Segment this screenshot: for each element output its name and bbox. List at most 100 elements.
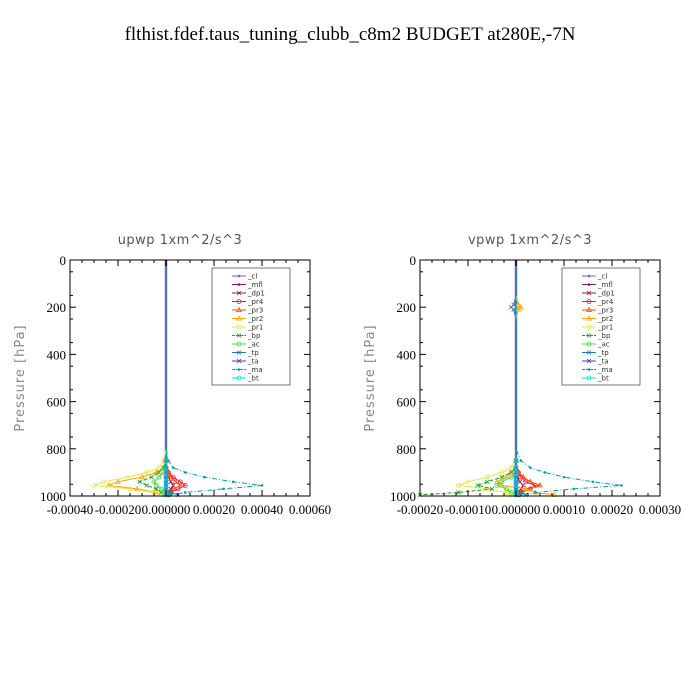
legend-label: _cl — [247, 273, 257, 281]
data-point — [163, 465, 169, 471]
legend-entry: _bp — [232, 332, 261, 340]
legend-marker — [586, 333, 592, 338]
data-point — [231, 480, 235, 484]
data-point — [519, 459, 523, 462]
data-point — [515, 469, 522, 475]
legend-entry: _cl — [232, 273, 257, 281]
panel-title: vpwp 1xm^2/s^3 — [468, 233, 592, 248]
legend-label: _pr1 — [247, 324, 263, 332]
data-point — [101, 479, 106, 485]
legend-marker — [236, 341, 242, 347]
data-point — [520, 473, 527, 480]
data-point — [519, 493, 523, 497]
data-point — [169, 493, 173, 497]
data-point — [513, 469, 519, 475]
data-point — [562, 475, 566, 479]
legend-marker — [586, 341, 592, 347]
data-point — [154, 486, 159, 492]
data-point — [572, 487, 575, 491]
y-tick-label: 1000 — [40, 489, 66, 504]
x-tick-label: -0.00020 — [95, 502, 142, 517]
legend-entry: _tp — [582, 349, 609, 357]
data-point — [183, 491, 187, 494]
legend-entry: _pr3 — [582, 307, 613, 315]
data-point — [153, 489, 160, 495]
legend-entry: _ta — [232, 358, 259, 366]
legend-entry: _ta — [582, 358, 609, 366]
legend-marker — [236, 375, 242, 381]
x-tick-label: 0.000000 — [142, 502, 191, 517]
data-point — [165, 469, 172, 475]
legend: _cl_mfl_dp1_pr4_pr3_pr2_pr1_bp_ac_tp_ta_… — [211, 267, 291, 386]
legend: _cl_mfl_dp1_pr4_pr3_pr2_pr1_bp_ac_tp_ta_… — [561, 267, 641, 386]
data-point — [139, 473, 145, 480]
legend-marker — [236, 299, 242, 304]
legend-label: _pr4 — [597, 298, 614, 306]
data-point — [508, 465, 514, 471]
data-point — [151, 479, 157, 485]
legend-label: _pr4 — [247, 298, 264, 306]
legend-marker — [236, 324, 242, 330]
data-point — [513, 465, 519, 471]
data-point — [513, 458, 519, 464]
data-point — [127, 486, 133, 492]
data-point — [168, 490, 174, 495]
y-tick-label: 400 — [397, 347, 417, 362]
data-point — [170, 485, 177, 491]
data-point — [177, 479, 183, 485]
data-point — [513, 474, 519, 480]
legend-entry: _ac — [232, 341, 260, 349]
legend-entry: _bt — [232, 375, 259, 383]
data-point — [499, 474, 504, 480]
legend-entry: _pr2 — [582, 315, 613, 323]
data-point — [163, 458, 169, 464]
x-tick-label: -0.00040 — [47, 502, 94, 517]
legend-marker — [587, 274, 591, 278]
data-point — [494, 482, 500, 488]
y-tick-label: 600 — [47, 395, 67, 410]
legend-label: _pr2 — [597, 315, 613, 323]
legend-label: _pr3 — [247, 307, 263, 315]
series-line-bp — [419, 260, 517, 496]
series-line-pr1 — [93, 260, 167, 496]
legend-label: _dp1 — [597, 290, 615, 298]
legend-entry: _pr1 — [582, 324, 613, 332]
series-line-pr2 — [495, 260, 555, 496]
legend-box — [561, 267, 641, 386]
x-tick-label: 0.00020 — [193, 502, 235, 517]
y-axis-label: Pressure [hPa] — [13, 324, 28, 431]
legend-marker — [236, 358, 242, 364]
y-tick-label: 200 — [397, 300, 417, 315]
data-point — [144, 469, 150, 475]
legend-entry: _ac — [582, 341, 610, 349]
data-point — [182, 482, 188, 488]
legend-marker — [236, 333, 242, 338]
x-tick-label: 0.00020 — [591, 502, 633, 517]
data-point — [125, 474, 130, 480]
x-tick-label: 0.00010 — [543, 502, 585, 517]
legend-entry: _pr4 — [232, 298, 264, 306]
legend-marker — [586, 290, 592, 296]
data-point — [156, 474, 162, 480]
legend-marker — [237, 274, 241, 278]
data-point — [183, 471, 187, 474]
legend-label: _mfl — [247, 281, 263, 289]
legend-entry: _pr3 — [232, 307, 263, 315]
legend-label: _tp — [247, 349, 259, 357]
legend-marker — [587, 368, 591, 371]
data-point — [537, 482, 543, 488]
legend-label: _bp — [597, 332, 611, 340]
data-point — [484, 474, 490, 480]
legend-entry: _tp — [232, 349, 259, 357]
data-point — [203, 475, 206, 479]
legend-label: _ta — [247, 358, 259, 366]
data-point — [508, 490, 514, 495]
x-tick-label: 0.000000 — [492, 502, 541, 517]
y-tick-label: 600 — [397, 395, 417, 410]
data-point — [527, 478, 534, 484]
data-point — [513, 482, 519, 488]
legend-entry: _dp1 — [232, 290, 265, 298]
data-point — [156, 465, 162, 471]
legend-entry: _pr1 — [232, 324, 263, 332]
legend-marker — [586, 315, 592, 321]
